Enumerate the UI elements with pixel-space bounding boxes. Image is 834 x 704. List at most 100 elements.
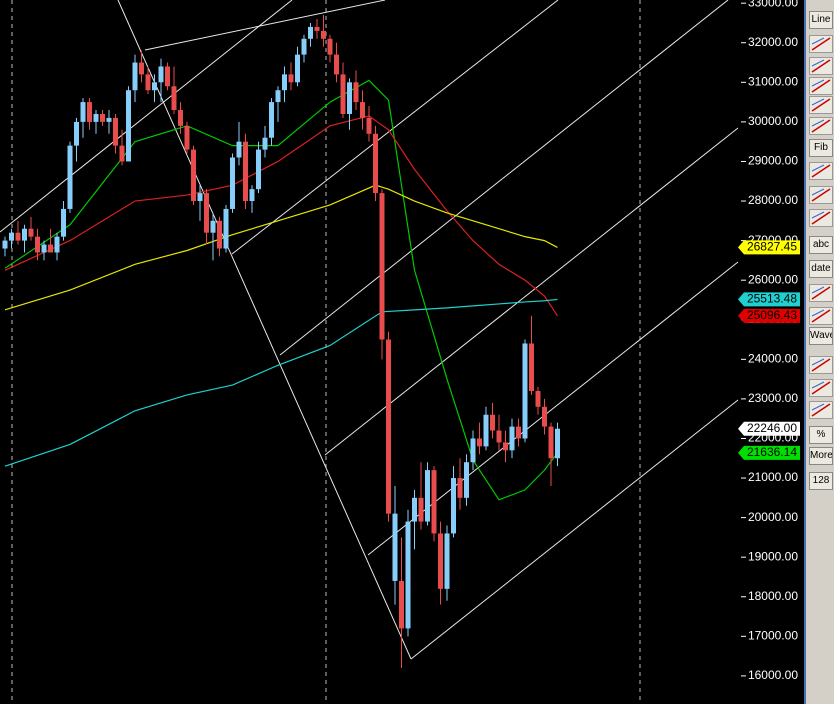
icon-graphic bbox=[811, 79, 831, 93]
icon-graphic bbox=[811, 381, 831, 395]
candle-body bbox=[334, 54, 339, 75]
icon-graphic bbox=[811, 119, 831, 133]
moving-average bbox=[4, 184, 558, 311]
candle-body bbox=[197, 193, 203, 202]
candle-body bbox=[9, 232, 14, 241]
candle-body bbox=[100, 113, 105, 122]
candle-body bbox=[178, 110, 183, 126]
candle-body bbox=[555, 428, 560, 459]
y-tick-label: 23000.00 bbox=[748, 391, 798, 405]
candle-body bbox=[61, 208, 66, 237]
tool-icon[interactable] bbox=[809, 77, 833, 95]
price-label-tag bbox=[738, 292, 800, 307]
candle-body bbox=[87, 102, 92, 122]
price-label: 21636.14 bbox=[747, 445, 797, 459]
candle-body bbox=[54, 236, 60, 253]
candle-body bbox=[217, 220, 222, 249]
candle-body bbox=[405, 521, 411, 629]
y-tick-label: 17000.00 bbox=[748, 629, 798, 643]
candle-body bbox=[152, 82, 157, 91]
tool-button[interactable]: Fib bbox=[809, 139, 833, 157]
candle-body bbox=[360, 102, 365, 118]
candle-body bbox=[483, 414, 489, 447]
price-labels: 26827.45 25513.48 25096.43 22246.00 21636.14 bbox=[738, 240, 800, 460]
candle-body bbox=[223, 208, 229, 249]
price-label-tag bbox=[738, 421, 800, 436]
tool-icon[interactable] bbox=[809, 209, 833, 227]
candle-body bbox=[269, 102, 274, 138]
candle-body bbox=[490, 414, 495, 431]
candle-body bbox=[535, 390, 541, 407]
tool-button[interactable]: abc bbox=[809, 236, 833, 254]
candle-body bbox=[243, 141, 248, 202]
icon-graphic bbox=[811, 188, 831, 202]
tool-icon[interactable] bbox=[809, 284, 833, 302]
price-label-tag bbox=[738, 445, 800, 460]
candle-body bbox=[392, 513, 398, 581]
candle-body bbox=[366, 117, 372, 134]
tool-icon[interactable] bbox=[809, 307, 833, 325]
tool-icon[interactable] bbox=[809, 57, 833, 75]
icon-graphic bbox=[811, 403, 831, 417]
candle-body bbox=[503, 442, 508, 451]
pitchfork-handle bbox=[117, 0, 412, 660]
tool-icon[interactable] bbox=[809, 186, 833, 204]
candle-body bbox=[353, 82, 359, 103]
pitchfork-line bbox=[0, 0, 293, 233]
pitchfork-line bbox=[324, 127, 739, 456]
candle-body bbox=[80, 102, 86, 122]
candle-body bbox=[256, 149, 261, 190]
tool-button[interactable]: Line bbox=[809, 11, 833, 29]
tool-icon[interactable] bbox=[809, 117, 833, 135]
y-tick-label: 20000.00 bbox=[748, 510, 798, 524]
candle-body bbox=[230, 157, 235, 209]
candle-body bbox=[236, 141, 242, 158]
candle-body bbox=[119, 145, 125, 162]
candle-body bbox=[126, 90, 131, 162]
icon-graphic bbox=[811, 98, 831, 112]
candle-body bbox=[301, 38, 307, 55]
icon-graphic bbox=[811, 309, 831, 323]
y-tick-label: 24000.00 bbox=[748, 351, 798, 365]
tool-button[interactable]: Wave bbox=[809, 327, 833, 345]
candle-body bbox=[67, 145, 73, 209]
candle-body bbox=[262, 137, 268, 150]
candle-body bbox=[373, 133, 378, 194]
icon-graphic bbox=[811, 37, 831, 51]
candle-body bbox=[2, 240, 8, 249]
tool-button[interactable]: 128 bbox=[809, 472, 833, 490]
tool-button[interactable]: More bbox=[809, 447, 833, 465]
candle-body bbox=[496, 430, 502, 443]
y-tick-label: 33000.00 bbox=[748, 0, 798, 9]
candle-body bbox=[41, 244, 47, 253]
price-label-tag bbox=[738, 308, 800, 323]
price-label: 25096.43 bbox=[747, 308, 797, 322]
candle-body bbox=[347, 82, 352, 114]
pitchfork-line bbox=[410, 399, 739, 660]
candle-body bbox=[15, 232, 21, 241]
icon-graphic bbox=[811, 358, 831, 372]
tool-icon[interactable] bbox=[809, 96, 833, 114]
candle-body bbox=[509, 426, 515, 451]
tool-button[interactable]: % bbox=[809, 426, 833, 444]
tool-button[interactable]: date bbox=[809, 260, 833, 278]
price-label: 22246.00 bbox=[747, 421, 797, 435]
tool-icon[interactable] bbox=[809, 401, 833, 419]
candle-body bbox=[48, 244, 53, 253]
candle-body bbox=[379, 193, 385, 340]
candle-body bbox=[444, 533, 450, 589]
tool-icon[interactable] bbox=[809, 379, 833, 397]
tool-icon[interactable] bbox=[809, 162, 833, 180]
candle-body bbox=[314, 26, 320, 31]
candle-body bbox=[288, 74, 294, 83]
candle-body bbox=[438, 533, 443, 589]
chart: 33000.00 32000.00 31000.00 30000.00 29000.00… bbox=[0, 0, 800, 704]
pitchfork-line bbox=[279, 0, 729, 356]
y-tick-label: 21000.00 bbox=[748, 470, 798, 484]
candle-body bbox=[295, 54, 300, 83]
price-label: 26827.45 bbox=[747, 240, 797, 254]
candle-body bbox=[340, 74, 346, 114]
tool-icon[interactable] bbox=[809, 35, 833, 53]
vertical-separators bbox=[11, 0, 641, 704]
tool-icon[interactable] bbox=[809, 356, 833, 374]
